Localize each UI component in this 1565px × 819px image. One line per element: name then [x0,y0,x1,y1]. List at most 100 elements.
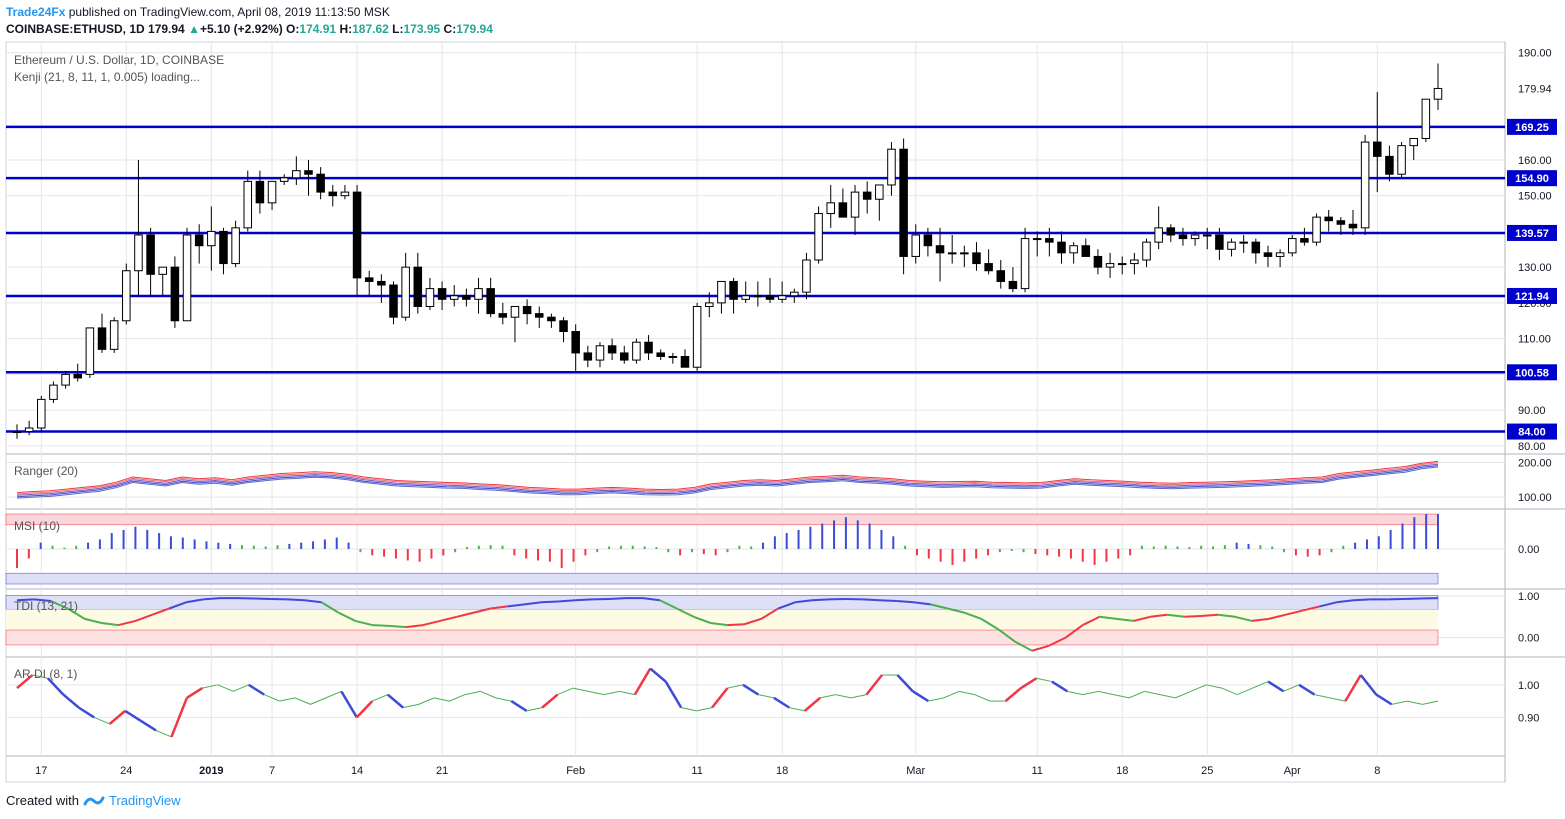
candle-body [644,341,653,354]
candle-body [267,180,277,204]
candle-body [595,345,605,361]
candle-body [219,230,228,265]
ardi-line-segment [495,697,512,702]
tradingview-logo-icon [83,796,105,805]
ardi-line-segment [433,697,450,702]
tdi-line-segment [980,618,999,631]
candle-body [1190,234,1200,240]
ardi-line-segment [1082,690,1099,696]
tdi-line-segment [304,599,322,604]
candle-body [862,191,872,200]
ardi-line-segment [603,690,620,696]
candle-body [1008,280,1018,290]
msi-oversold-zone [5,572,1439,585]
ardi-line-segment [633,667,652,696]
ardi-line-segment [742,683,760,696]
candle-body [547,316,556,322]
ardi-line-segment [649,667,667,683]
close-label: C: [443,22,457,36]
ardi-line-segment [803,696,821,712]
candle-body [522,305,532,315]
level-badge [1507,118,1557,135]
footer: Created with TradingView [6,793,181,808]
candle-body [923,234,933,247]
tdi-line-segment [405,624,424,629]
ardi-line-segment [480,690,497,699]
tdi-line-segment [524,601,542,606]
close-value: 179.94 [456,22,493,36]
ardi-line-segment [263,694,280,702]
tdi-line-segment [1201,613,1219,617]
ardi-line-segment [108,709,126,725]
candle-body [887,148,896,186]
candle-body [1020,238,1030,290]
ardi-line-segment [510,700,528,712]
ardi-line-segment [1020,677,1038,690]
candle-body [1312,216,1321,243]
ardi-line-segment [403,703,419,709]
ardi-line-segment [850,694,867,699]
price-change: +5.10 (+2.92%) [199,22,283,36]
ardi-line-segment [1422,700,1439,705]
candle-body [753,295,763,298]
candle-body [97,327,107,350]
ardi-line-segment [186,687,204,699]
author-link[interactable]: Trade24Fx [6,5,66,19]
ardi-line-segment [789,707,805,712]
candle-body [1142,241,1151,261]
tdi-line-segment [320,601,339,614]
ardi-line-segment [526,707,543,712]
candle-body [619,352,629,361]
price-tick-label: 80.00 [1518,441,1546,453]
indicator-tick-label: 0.00 [1518,633,1539,645]
ardi-line-segment [294,697,311,705]
tradingview-link[interactable]: TradingView [108,793,181,808]
candle-body [1373,141,1382,157]
ardi-line-segment [1359,674,1378,696]
tdi-line-segment [1014,640,1033,652]
candle-body [1275,252,1285,257]
candle-body [729,280,738,300]
candle-body [960,252,969,255]
tdi-line-segment [760,607,779,620]
tdi-line-segment [575,598,593,602]
ardi-line-segment [386,693,404,709]
tdi-line-segment [744,617,762,626]
tdi-line-segment [507,603,525,608]
ardi-line-segment [1375,693,1393,706]
indicator-tick-label: 1.00 [1518,680,1539,692]
candle-body [1360,141,1370,229]
ardi-line-segment [696,707,713,712]
candle-body [12,431,22,434]
chart-canvas[interactable]: 17 24 2019 7 14 21 Feb 11 18 Mar 11 18 25 Apr 8 80.00 90… [0,0,1565,790]
ardi-line-segment [711,687,729,709]
candle-body [947,252,957,255]
candle-body [1227,241,1236,250]
candle-body [498,313,508,318]
tdi-line-segment [1048,636,1067,647]
ardi-line-segment [1298,683,1316,696]
ardi-line-segment [865,674,883,696]
ardi-line-segment [727,684,744,689]
time-tick-label: 24 [120,765,132,777]
candle-body [741,295,750,300]
candle-body [899,148,908,257]
msi-overbought-zone [5,513,1439,526]
candle-body [777,295,787,300]
tdi-line-segment [422,619,441,627]
candle-body [364,277,374,282]
price-tick-label: 160.00 [1518,155,1552,167]
candle-body [413,266,423,307]
level-badge [1507,224,1557,241]
candle-body [765,295,775,300]
time-tick-label: 2019 [199,765,223,777]
candle-body [1251,241,1261,254]
candle-body [194,234,204,247]
ranger-title: Ranger (20) [14,464,78,478]
price-tick-label: 190.00 [1518,48,1552,60]
candle-body [279,177,289,182]
tdi-line-segment [1082,615,1101,626]
tdi-line-segment [337,611,356,622]
tdi-line-segment [203,597,221,601]
ardi-line-segment [1252,681,1269,689]
